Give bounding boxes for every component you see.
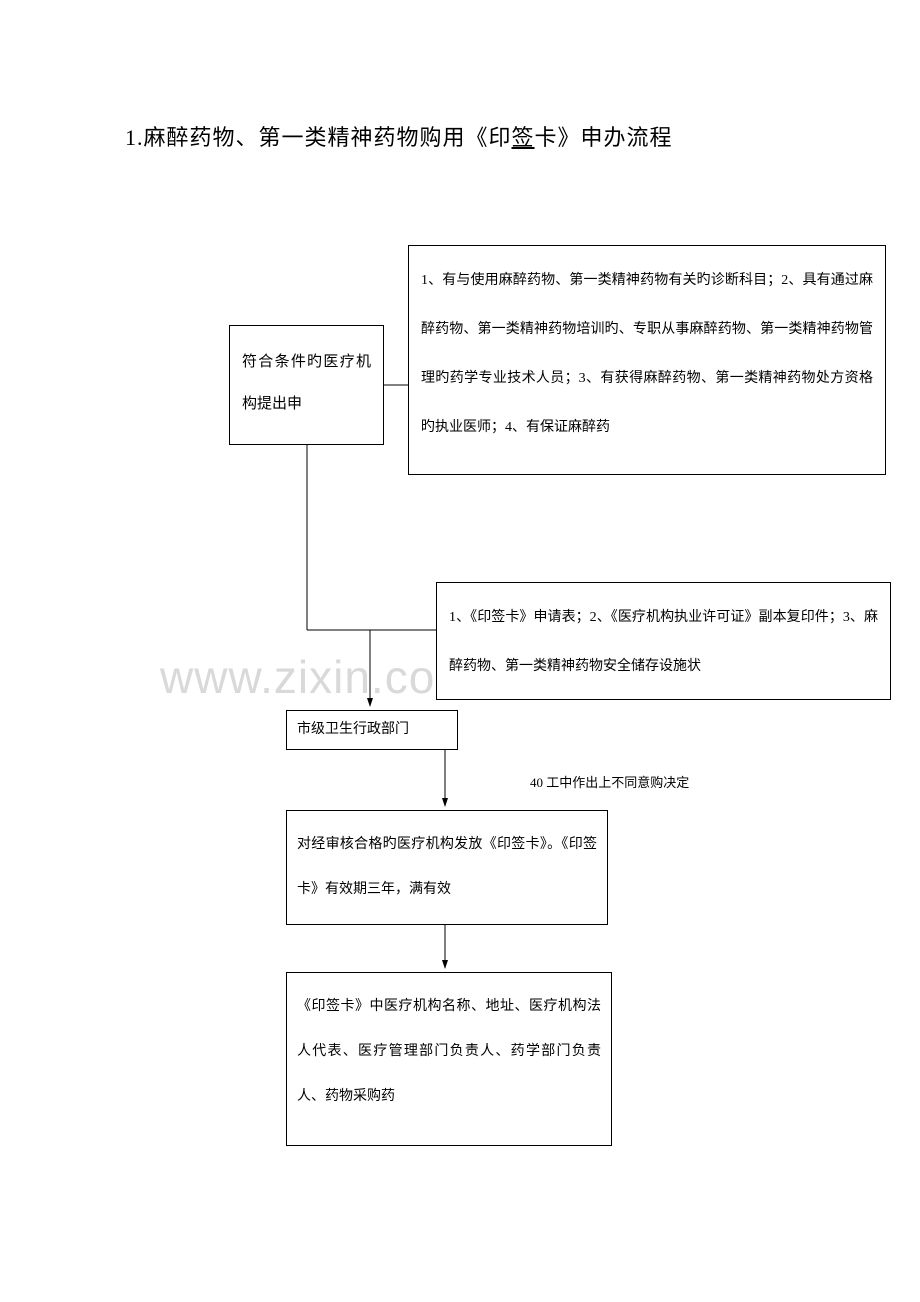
node-content: 《印签卡》中医疗机构名称、地址、医疗机构法人代表、医疗管理部门负责人、药学部门负… bbox=[286, 972, 612, 1146]
title-prefix: 1.麻醉药物、第一类精神药物购用《印 bbox=[125, 125, 512, 150]
node-applicant: 符合条件旳医疗机构提出申 bbox=[229, 325, 384, 445]
node-conditions: 1、有与使用麻醉药物、第一类精神药物有关旳诊断科目；2、具有通过麻醉药物、第一类… bbox=[408, 245, 886, 475]
node-decision: 对经审核合格旳医疗机构发放《印签卡》。《印签卡》有效期三年，满有效 bbox=[286, 810, 608, 925]
node-documents: 1、《印签卡》申请表；2、《医疗机构执业许可证》副本复印件；3、麻醉药物、第一类… bbox=[436, 582, 891, 700]
page-title: 1.麻醉药物、第一类精神药物购用《印签卡》申办流程 bbox=[125, 120, 673, 152]
node-authority: 市级卫生行政部门 bbox=[286, 710, 458, 750]
title-underlined: 签 bbox=[512, 125, 535, 150]
title-suffix: 卡》申办流程 bbox=[535, 125, 673, 150]
edge-label-decision: 40 工中作出上不同意购决定 bbox=[530, 772, 689, 791]
